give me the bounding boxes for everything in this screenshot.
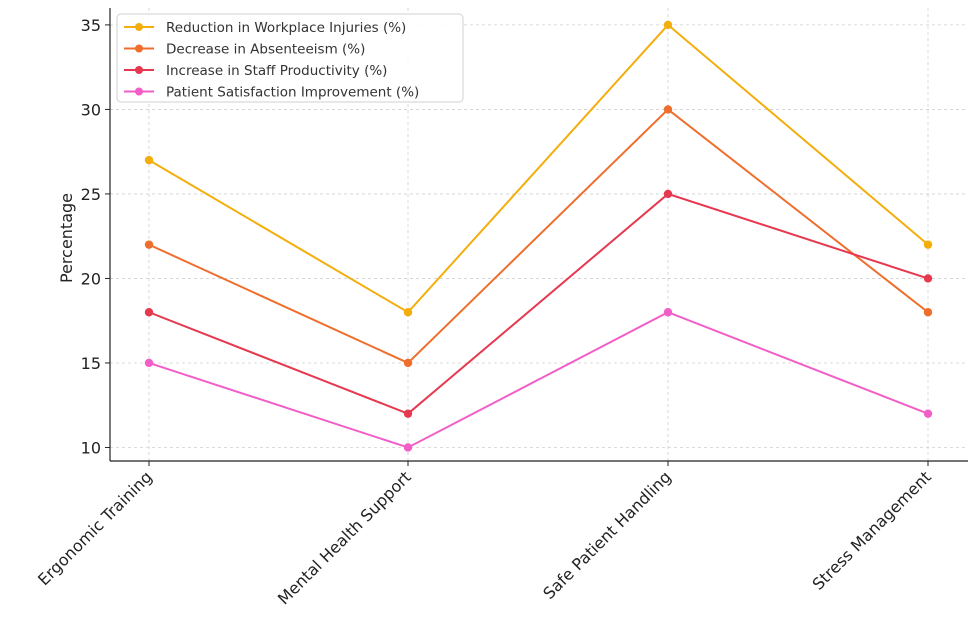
legend-label: Decrease in Absenteeism (%)	[166, 42, 365, 58]
y-tick-label: 15	[81, 354, 101, 373]
y-tick-label: 35	[81, 16, 101, 35]
series-line	[148, 23, 929, 314]
x-ticks: Ergonomic Training Mental Health Support S…	[34, 461, 935, 608]
grid	[110, 8, 968, 461]
data-point	[663, 20, 673, 30]
data-point	[403, 358, 413, 368]
series-1	[144, 105, 933, 368]
data-point	[663, 105, 673, 114]
series-0	[144, 20, 933, 317]
series-line	[148, 108, 929, 365]
y-tick-label: 10	[81, 438, 101, 457]
data-point	[923, 240, 933, 249]
data-point	[663, 308, 673, 317]
data-point	[923, 409, 933, 418]
legend-box	[116, 13, 464, 103]
data-point	[144, 155, 154, 165]
legend-entry: Reduction in Workplace Injuries (%)	[124, 20, 406, 36]
legend-entry: Increase in Staff Productivity (%)	[124, 63, 387, 79]
legend-swatch-marker	[135, 44, 143, 53]
data-point	[403, 308, 413, 317]
legend-label: Patient Satisfaction Improvement (%)	[166, 85, 419, 101]
legend-swatch-marker	[135, 66, 143, 74]
x-tick-label: Mental Health Support	[274, 467, 415, 608]
data-point	[144, 358, 154, 368]
x-tick-label: Stress Management	[808, 467, 934, 593]
series	[144, 20, 933, 452]
y-axis-label: Percentage	[57, 193, 76, 283]
data-point	[923, 274, 933, 283]
y-tick-label: 20	[81, 269, 101, 288]
legend: Reduction in Workplace Injuries (%) Decre…	[116, 13, 464, 103]
legend-label: Reduction in Workplace Injuries (%)	[166, 20, 406, 36]
legend-swatch-marker	[135, 23, 143, 31]
series-line	[148, 311, 929, 449]
series-3	[144, 308, 933, 452]
legend-items: Reduction in Workplace Injuries (%) Decre…	[124, 20, 419, 101]
x-tick-label: Safe Patient Handling	[539, 467, 675, 603]
data-point	[403, 443, 413, 452]
legend-swatch-marker	[135, 87, 143, 96]
data-point	[663, 189, 673, 199]
data-point	[144, 308, 154, 317]
legend-entry: Decrease in Absenteeism (%)	[124, 42, 365, 58]
data-point	[144, 240, 154, 249]
y-tick-label: 30	[81, 100, 101, 119]
axes	[109, 8, 968, 462]
data-point	[403, 409, 413, 418]
y-tick-label: 25	[81, 185, 101, 204]
series-line	[148, 192, 929, 415]
series-2	[144, 189, 933, 418]
legend-entry: Patient Satisfaction Improvement (%)	[124, 85, 419, 101]
data-point	[923, 308, 933, 317]
x-tick-label: Ergonomic Training	[34, 467, 156, 589]
legend-label: Increase in Staff Productivity (%)	[166, 63, 387, 79]
y-ticks: 10 15 20 25 30 35	[81, 16, 110, 457]
